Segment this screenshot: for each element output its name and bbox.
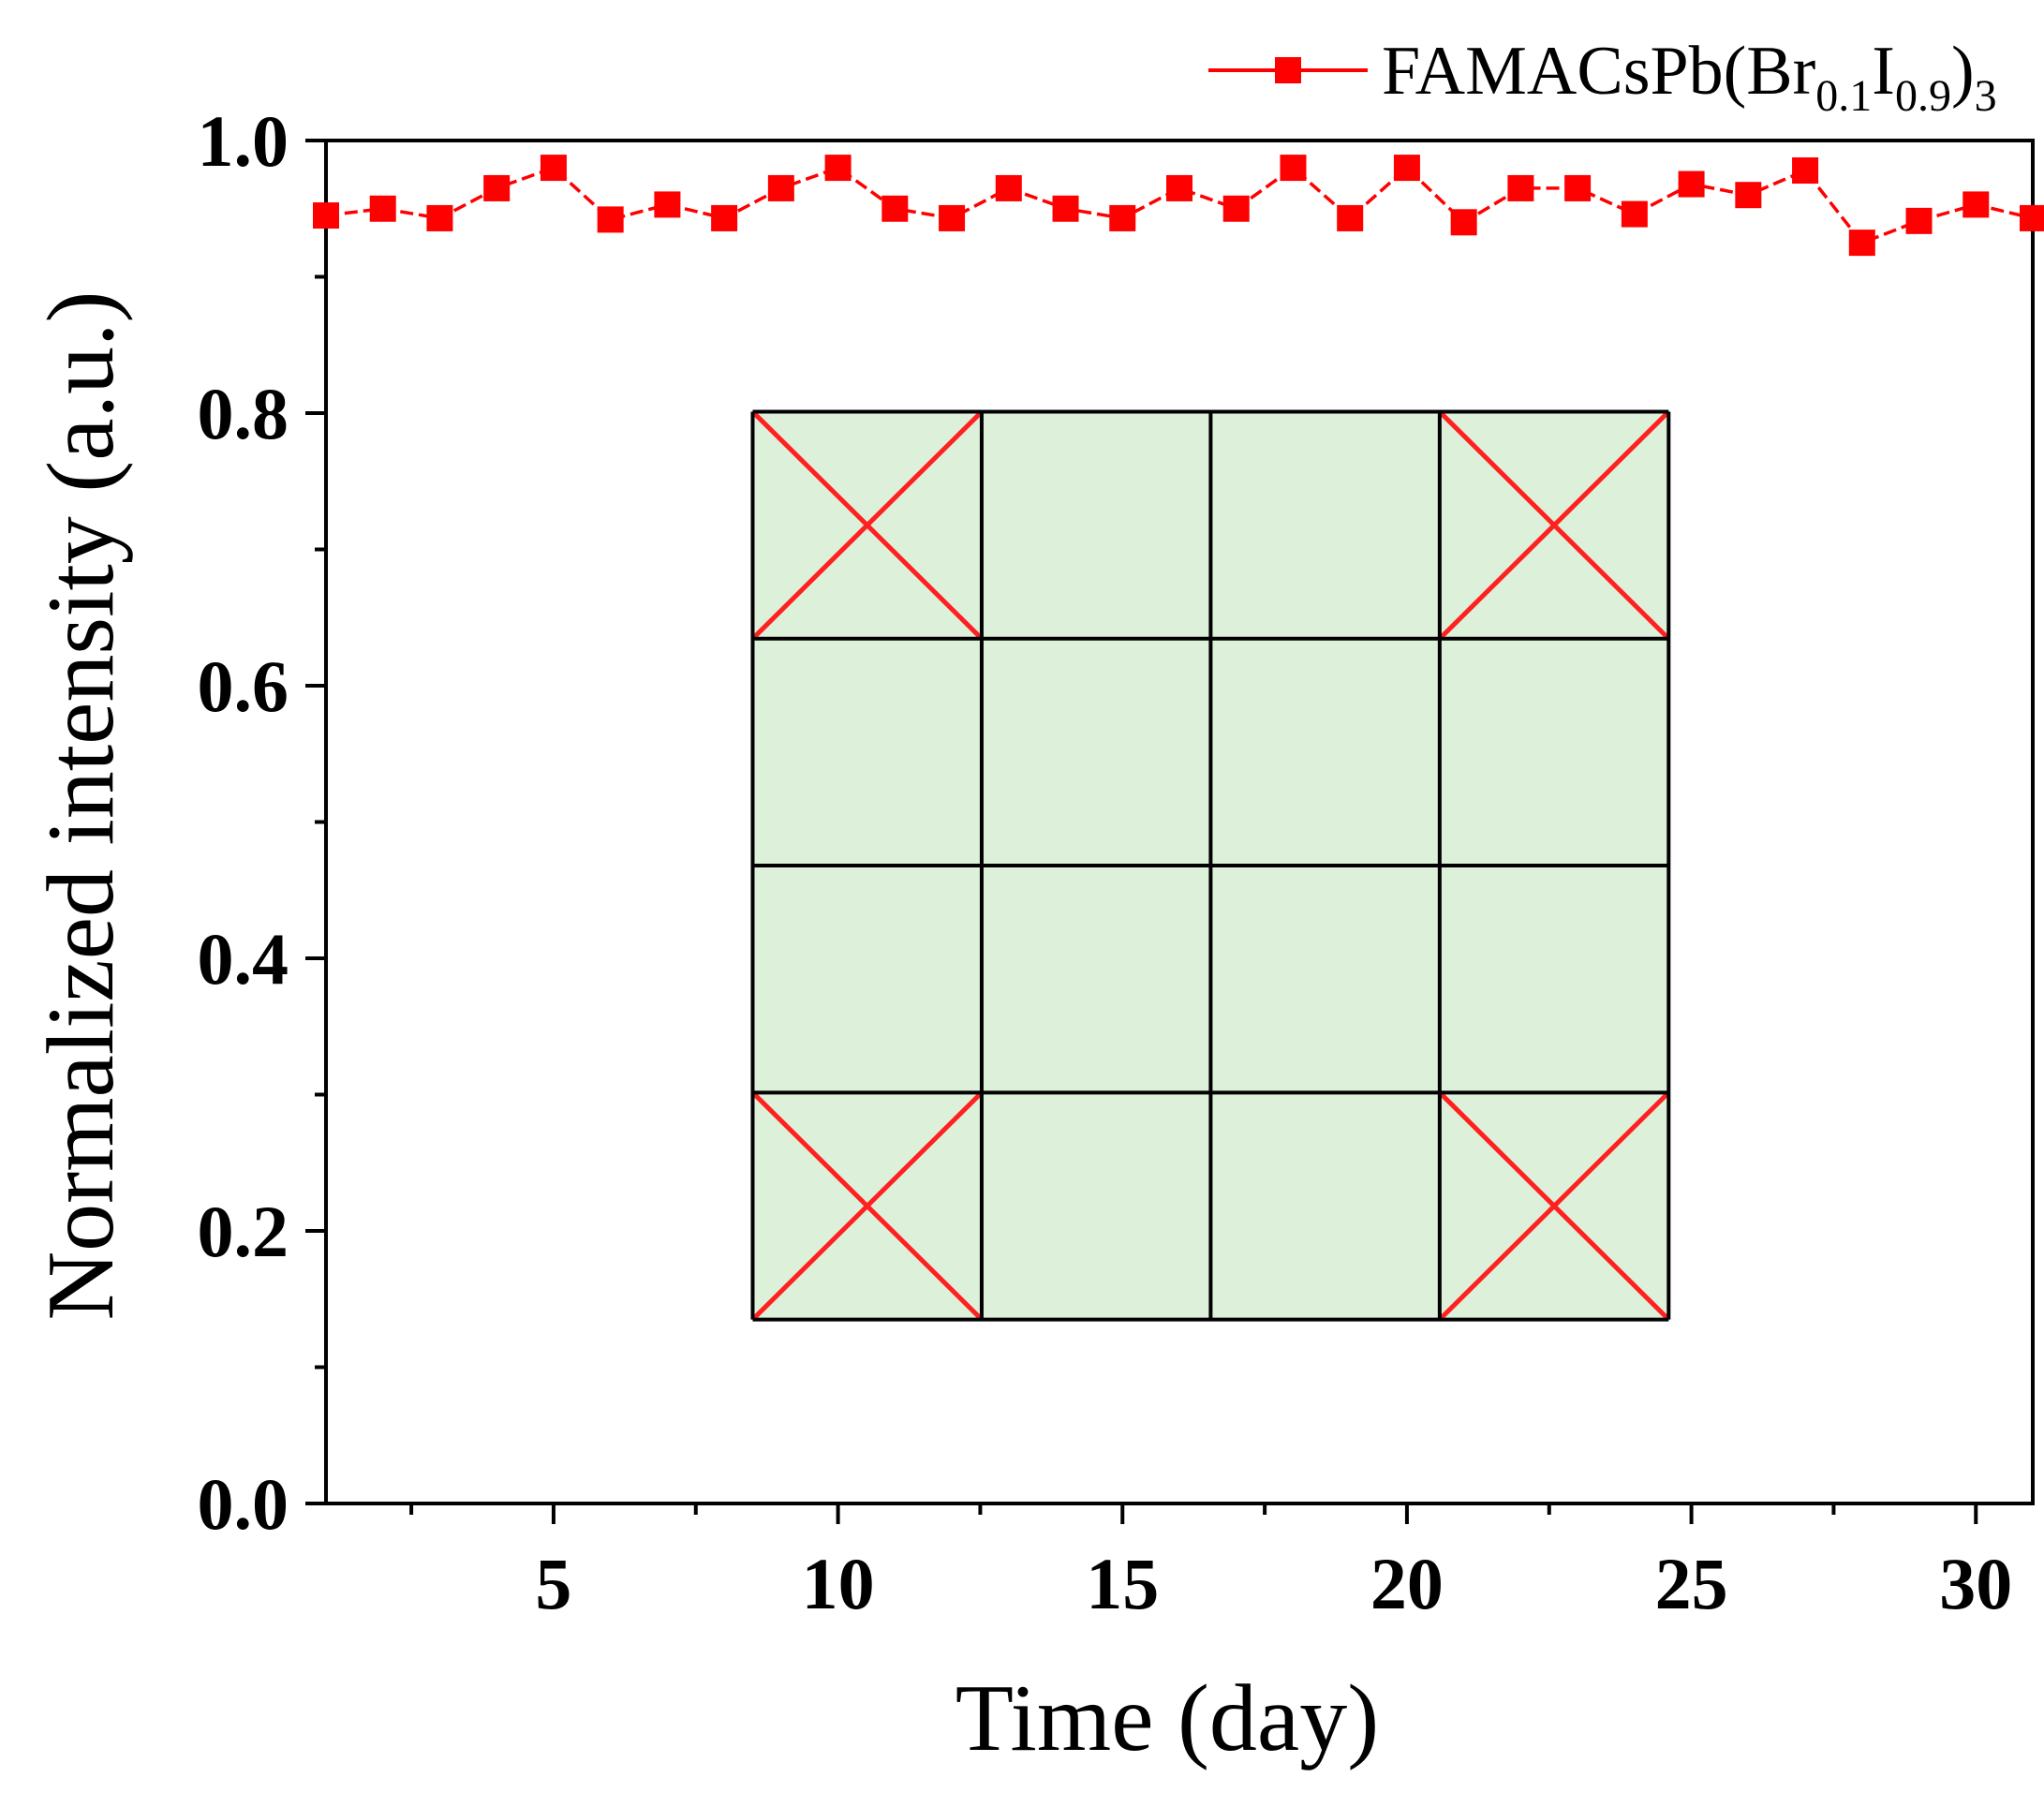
y-tick-label: 0.6 (198, 645, 289, 727)
x-tick-label: 30 (1939, 1543, 2012, 1624)
legend-part-mid: I (1872, 33, 1895, 110)
data-point (1507, 174, 1534, 201)
data-point (1735, 182, 1762, 209)
data-point (939, 204, 966, 231)
x-axis-title: Time (day) (955, 1666, 1379, 1771)
data-point (767, 174, 794, 201)
data-point (1337, 204, 1364, 231)
data-point (1393, 155, 1420, 182)
legend: FAMACsPb(Br0.1I0.9)3 (1208, 33, 1997, 121)
data-point (1564, 174, 1592, 201)
data-point (1678, 170, 1705, 198)
legend-part-sub1: 0.1 (1815, 71, 1872, 121)
data-point (2020, 204, 2044, 231)
legend-part-base: FAMACsPb(Br (1382, 33, 1815, 110)
data-point (1848, 230, 1875, 257)
data-point (654, 191, 681, 218)
legend-marker (1275, 57, 1301, 83)
inset-cross-line (1438, 1090, 1671, 1322)
axes (305, 139, 2035, 1524)
data-point (1792, 157, 1819, 185)
data-point (1905, 207, 1933, 234)
inset-grid (750, 409, 1671, 1322)
data-point (824, 155, 852, 182)
legend-label: FAMACsPb(Br0.1I0.9)3 (1382, 33, 1997, 121)
x-tick-label: 20 (1370, 1543, 1444, 1624)
data-point (881, 195, 909, 222)
inset-cross-line (1438, 409, 1671, 641)
data-point (426, 204, 453, 231)
x-tick-label: 15 (1086, 1543, 1159, 1624)
data-point (313, 202, 339, 230)
x-tick-label: 25 (1655, 1543, 1728, 1624)
data-point (597, 206, 624, 233)
data-point (1621, 200, 1648, 228)
tick-labels: 5 10 15 20 25 30 0.0 0.2 0.4 0.6 0.8 1.0 (198, 100, 2013, 1624)
data-point (1280, 155, 1307, 182)
data-point (540, 155, 567, 182)
x-tick-label: 10 (802, 1543, 875, 1624)
y-tick-label: 0.2 (198, 1191, 289, 1272)
legend-part-close: ) (1951, 33, 1975, 110)
inset-cross-line (750, 409, 984, 641)
inset-cross-line (750, 1090, 984, 1322)
data-point (1450, 209, 1477, 236)
data-point (483, 174, 511, 201)
data-point (995, 174, 1022, 201)
y-tick-label: 0.4 (198, 918, 289, 1000)
data-point (369, 195, 396, 222)
data-point (711, 204, 738, 231)
data-series (313, 155, 2044, 257)
y-tick-label: 0.0 (198, 1463, 289, 1545)
data-point (1052, 195, 1079, 222)
legend-part-sub3: 3 (1975, 71, 1997, 121)
y-tick-label: 1.0 (198, 100, 289, 182)
x-tick-label: 5 (535, 1543, 571, 1624)
y-tick-label: 0.8 (198, 373, 289, 454)
data-point (1222, 195, 1250, 222)
data-point (1166, 174, 1192, 201)
y-axis-title: Normalized intensity (a.u.) (28, 291, 134, 1321)
data-point (1963, 191, 1990, 218)
legend-part-sub2: 0.9 (1895, 71, 1951, 121)
data-point (1109, 204, 1136, 231)
